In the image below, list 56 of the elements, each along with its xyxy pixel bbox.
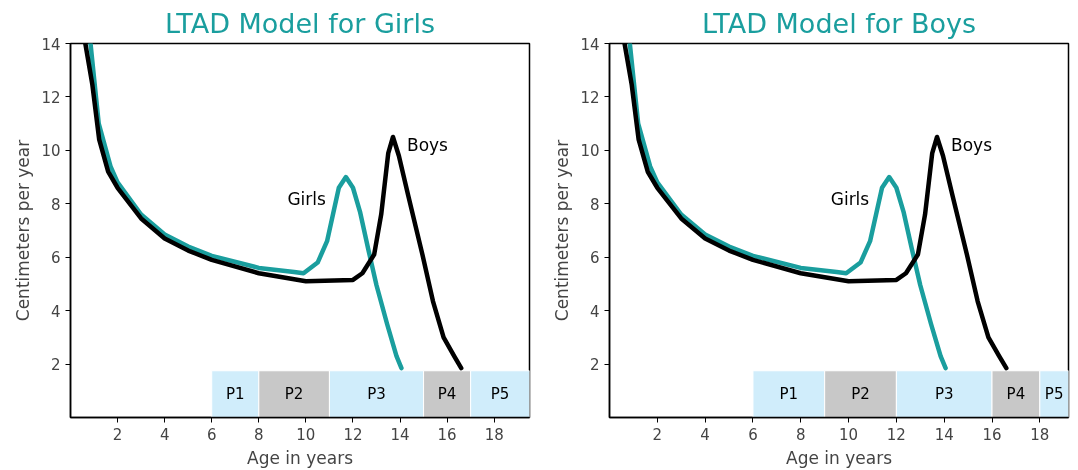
x-tick-label: 14 (390, 425, 410, 444)
x-tick-label: 12 (343, 425, 363, 444)
band-label: P3 (367, 385, 386, 404)
x-tick-label: 18 (484, 425, 504, 444)
y-tick-label: 4 (589, 302, 600, 321)
y-tick-label: 14 (41, 35, 61, 54)
x-tick-label: 12 (886, 425, 906, 444)
x-tick-label: 4 (159, 425, 170, 444)
line-series (627, 43, 948, 371)
band-label: P2 (284, 385, 304, 404)
series-label: Boys (406, 135, 449, 155)
x-axis-title: Age in years (247, 447, 354, 468)
x-tick-label: 16 (437, 425, 457, 444)
line-series (88, 43, 404, 371)
x-tick-label: 6 (748, 425, 758, 444)
y-tick-label: 10 (41, 142, 61, 161)
chart-title: LTAD Model for Boys (702, 7, 977, 39)
x-tick-label: 10 (839, 425, 859, 444)
y-tick-label: 2 (50, 356, 61, 375)
series-label: Girls (830, 189, 870, 210)
band-label: P4 (437, 385, 457, 404)
series-label: Girls (287, 189, 327, 210)
x-tick-label: 10 (296, 425, 316, 444)
x-tick-label: 18 (1030, 425, 1050, 444)
line-series (83, 43, 464, 371)
chart-title: LTAD Model for Girls (164, 7, 436, 39)
y-tick-label: 2 (589, 356, 600, 375)
y-tick-label: 12 (580, 88, 600, 107)
band-label: P5 (1044, 385, 1064, 404)
series-label: Boys (951, 135, 993, 155)
band-label: P1 (779, 385, 799, 404)
y-axis-title: Centimeters per year (552, 139, 573, 322)
y-tick-label: 8 (50, 195, 61, 214)
x-tick-label: 2 (112, 425, 123, 444)
x-tick-label: 8 (795, 425, 806, 444)
line-series (622, 43, 1009, 371)
band-label: P1 (225, 385, 245, 404)
x-tick-label: 6 (206, 425, 217, 444)
y-tick-label: 14 (580, 35, 600, 54)
x-tick-label: 2 (652, 425, 663, 444)
x-axis-title: Age in years (786, 447, 893, 468)
band-label: P3 (934, 385, 954, 404)
x-tick-label: 14 (934, 425, 954, 444)
y-tick-label: 4 (50, 302, 61, 321)
band-label: P4 (1006, 385, 1026, 404)
x-tick-label: 8 (254, 425, 264, 444)
x-tick-label: 16 (982, 425, 1002, 444)
y-tick-label: 8 (589, 195, 600, 214)
y-tick-label: 6 (50, 249, 61, 268)
y-tick-label: 12 (41, 88, 61, 107)
y-axis-title: Centimeters per year (13, 139, 34, 322)
band-label: P5 (490, 385, 510, 404)
x-tick-label: 4 (700, 425, 710, 444)
band-label: P2 (851, 385, 870, 404)
y-tick-label: 6 (589, 249, 600, 268)
y-tick-label: 10 (580, 142, 600, 161)
